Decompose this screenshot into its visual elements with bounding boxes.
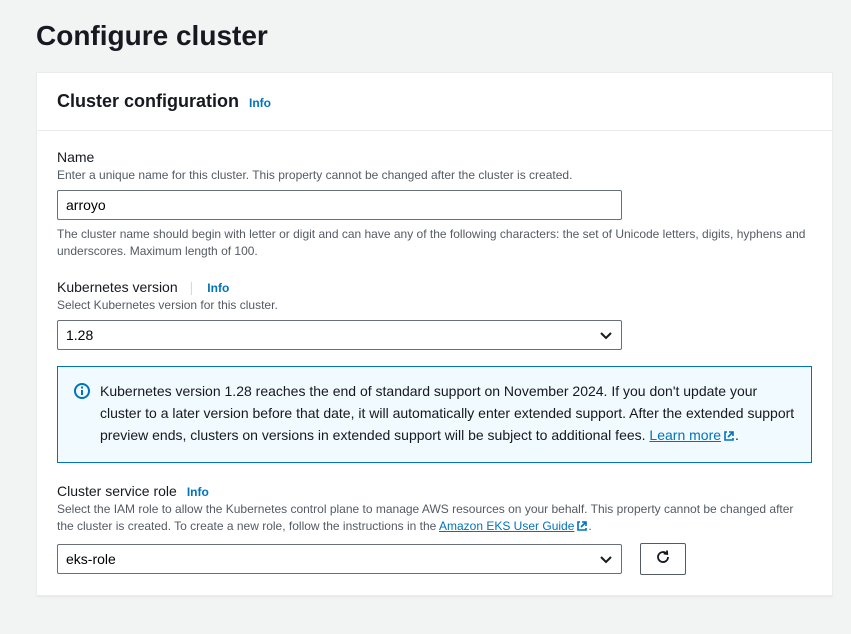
config-panel: Cluster configuration Info Name Enter a … bbox=[36, 72, 833, 596]
banner-period: . bbox=[735, 427, 739, 443]
role-description-pre: Select the IAM role to allow the Kuberne… bbox=[57, 502, 793, 533]
name-description: Enter a unique name for this cluster. Th… bbox=[57, 167, 812, 184]
k8s-version-field: Kubernetes version | Info Select Kuberne… bbox=[57, 279, 812, 350]
role-info-link[interactable]: Info bbox=[187, 485, 209, 499]
refresh-roles-button[interactable] bbox=[640, 543, 686, 575]
k8s-description: Select Kubernetes version for this clust… bbox=[57, 297, 812, 314]
role-field: Cluster service role Info Select the IAM… bbox=[57, 483, 812, 575]
role-label: Cluster service role bbox=[57, 483, 177, 499]
name-input[interactable] bbox=[57, 190, 622, 220]
k8s-version-select[interactable]: 1.28 bbox=[57, 320, 622, 350]
panel-info-link[interactable]: Info bbox=[249, 96, 271, 110]
name-constraint: The cluster name should begin with lette… bbox=[57, 226, 812, 260]
learn-more-link[interactable]: Learn more bbox=[649, 427, 735, 443]
external-link-icon bbox=[723, 427, 735, 449]
banner-content: Kubernetes version 1.28 reaches the end … bbox=[100, 381, 795, 448]
role-select[interactable]: eks-role bbox=[57, 544, 622, 574]
panel-title: Cluster configuration bbox=[57, 91, 239, 112]
external-link-icon bbox=[576, 520, 588, 537]
version-eol-banner: Kubernetes version 1.28 reaches the end … bbox=[57, 366, 812, 463]
refresh-icon bbox=[655, 549, 671, 568]
k8s-version-label: Kubernetes version bbox=[57, 279, 178, 295]
separator: | bbox=[190, 279, 194, 295]
page-title: Configure cluster bbox=[36, 20, 851, 52]
info-icon bbox=[74, 383, 90, 448]
role-description-post: . bbox=[588, 519, 591, 533]
role-description: Select the IAM role to allow the Kuberne… bbox=[57, 501, 812, 537]
name-label: Name bbox=[57, 149, 94, 165]
eks-user-guide-link[interactable]: Amazon EKS User Guide bbox=[439, 519, 588, 533]
name-field: Name Enter a unique name for this cluste… bbox=[57, 149, 812, 259]
k8s-info-link[interactable]: Info bbox=[207, 281, 229, 295]
panel-header: Cluster configuration Info bbox=[37, 73, 832, 131]
